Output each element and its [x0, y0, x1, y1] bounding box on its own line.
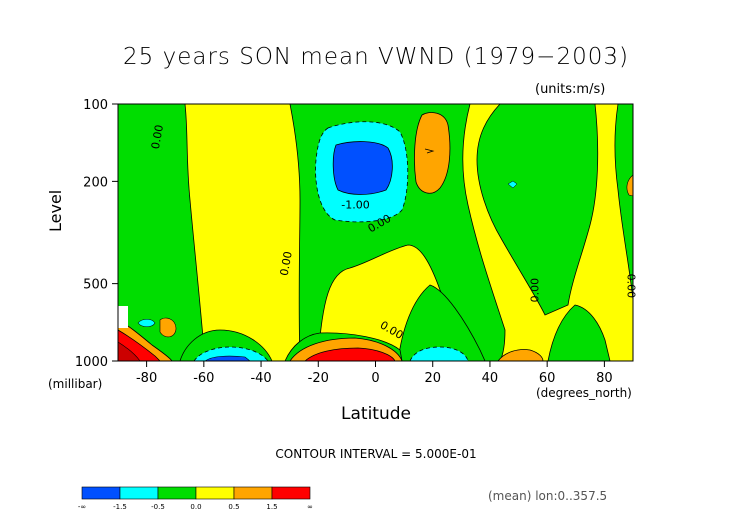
region-cyan-north-dot — [507, 180, 518, 189]
x-tick-label: -60 — [193, 371, 214, 386]
x-tick-label: -40 — [250, 371, 271, 386]
region-darkred-south-pole — [118, 341, 141, 361]
contour-label: 0.00 — [149, 124, 166, 150]
x-tick-label: -20 — [308, 371, 329, 386]
x-tick-label: 80 — [596, 371, 613, 386]
region-orange-lower-north — [497, 349, 544, 361]
colorbar-swatch — [271, 486, 311, 500]
contour-label: 0.00 — [529, 278, 542, 303]
colorbar-swatch — [119, 486, 159, 500]
y-tick-label: 200 — [83, 175, 108, 190]
region-cyan-lower-central — [409, 346, 469, 361]
colorbar-label: 0.5 — [228, 503, 239, 511]
y-tick-label: 100 — [83, 98, 108, 113]
region-orange-upper — [414, 112, 451, 194]
colorbar-swatch — [195, 486, 235, 500]
y-tick-label: 1000 — [75, 355, 108, 370]
x-tick-label: 60 — [539, 371, 556, 386]
colorbar-swatch — [81, 486, 121, 500]
x-tick-label: 40 — [482, 371, 499, 386]
chart-title: 25 years SON mean VWND (1979−2003) — [123, 44, 629, 70]
region-cyan-south-small — [137, 318, 156, 328]
colorbar-label: -1.5 — [113, 503, 127, 511]
colorbar-swatch — [233, 486, 273, 500]
region-green-southern — [118, 104, 206, 361]
colorbar-label: 0.0 — [190, 503, 201, 511]
region-orange-north-edge — [626, 174, 633, 197]
contour-label: 0.00 — [624, 274, 637, 299]
region-red-lower-mid — [304, 347, 396, 361]
contour-small-tick — [424, 148, 435, 154]
colorbar-label: -∞ — [78, 503, 86, 511]
y-axis-units: (millibar) — [48, 377, 103, 391]
region-green-lower-central — [397, 284, 486, 361]
colorbar-label: 1.5 — [266, 503, 277, 511]
x-tick-label: -80 — [136, 371, 157, 386]
x-tick-label: 20 — [424, 371, 441, 386]
contour-fill-group — [118, 104, 633, 361]
y-tick-label: 500 — [83, 278, 108, 293]
contour-label: 0.00 — [278, 250, 295, 276]
region-green-lower-north — [547, 304, 611, 361]
region-darkblue-lower-south — [204, 355, 251, 361]
colorbar: -∞ -1.5 -0.5 0.0 0.5 1.5 ∞ — [78, 486, 313, 511]
y-ticks: 1000 500 200 100 — [75, 98, 118, 370]
region-green-midnorth — [476, 104, 599, 316]
region-orange-south-small — [159, 317, 177, 338]
contour-interval-text: CONTOUR INTERVAL = 5.000E-01 — [275, 447, 477, 461]
units-label: (units:m/s) — [535, 82, 606, 97]
region-green-northpole — [614, 104, 633, 301]
x-axis-label: Latitude — [341, 404, 411, 424]
x-ticks: -80 -60 -40 -20 0 20 40 60 80 — [136, 361, 613, 386]
x-axis-units: (degrees_north) — [536, 386, 632, 400]
colorbar-label: ∞ — [307, 503, 313, 511]
mean-info-text: (mean) lon:0..357.5 — [488, 489, 608, 503]
missing-data-patch — [118, 306, 128, 328]
contour-label: -1.00 — [341, 198, 369, 211]
colorbar-label: -0.5 — [151, 503, 165, 511]
x-tick-label: 0 — [371, 371, 379, 386]
region-darkblue-upper — [332, 141, 393, 195]
colorbar-swatch — [157, 486, 197, 500]
